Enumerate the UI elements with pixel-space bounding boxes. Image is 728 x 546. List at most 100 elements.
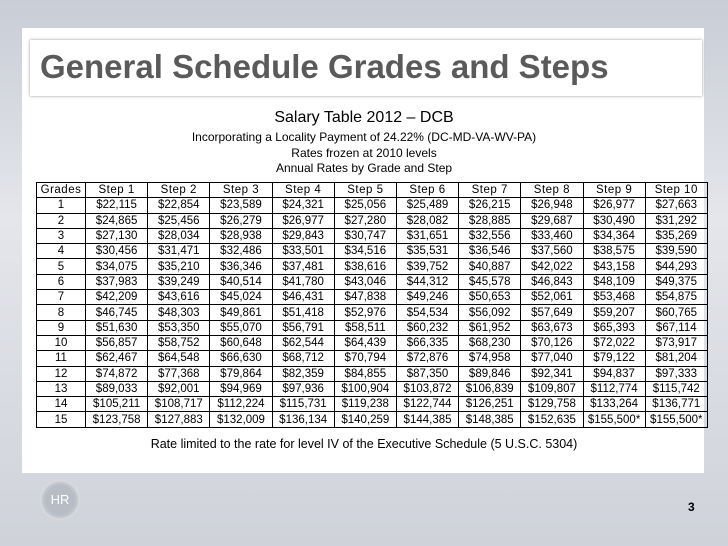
cell: $140,259 [333,411,397,428]
cell: $36,346 [209,258,273,275]
cell: $60,232 [395,319,460,336]
title: General Schedule Grades and Steps [40,48,609,85]
table-row: 10 $56,857 $58,752 $60,648 $62,544 $64,439 $66… [36,334,708,352]
logo: HR [40,480,80,520]
cell: $84,855 [333,365,397,382]
cell: $37,983 [84,273,149,291]
cell: $70,126 [520,334,584,352]
cell: $28,034 [147,227,211,245]
cell: Step 2 [147,181,211,199]
table-row: 12 $74,872 $77,368 $79,864 $82,359 $84,855 $87… [36,365,708,382]
cell: $46,843 [520,273,584,291]
cell: $105,211 [84,396,149,413]
cell: $70,794 [333,350,397,367]
cell: $46,431 [271,289,335,306]
cell: $65,393 [582,319,646,336]
cell: $35,210 [147,258,211,275]
cell: $148,385 [458,411,522,428]
cell: $28,885 [458,212,522,229]
cell: $136,134 [271,411,335,428]
cell: $89,846 [458,365,522,382]
table-row: 4 $30,456 $31,471 $32,486 $33,501 $34,516 $35,… [36,243,708,260]
table-row: 5 $34,075 $35,210 $36,346 $37,481 $38,616 $39,… [36,258,708,275]
cell: $66,630 [209,350,273,367]
cell: $43,158 [582,258,646,275]
cell: $56,092 [458,304,522,321]
cell: Step 6 [395,181,460,199]
cell: $74,958 [458,350,522,367]
cell: $79,864 [209,365,273,382]
cell: $39,752 [395,258,460,275]
cell: $49,246 [395,289,460,306]
cell: $45,024 [209,289,273,306]
cell: $37,560 [520,243,584,260]
cell: 14 [36,396,86,413]
cell: $60,648 [209,334,273,352]
cell: $66,335 [395,334,460,352]
cell: 4 [36,243,86,260]
cell: $40,514 [209,273,273,291]
cell: $42,209 [84,289,149,306]
cell: $68,230 [458,334,522,352]
cell: $72,876 [395,350,460,367]
cell: $68,712 [271,350,335,367]
cell: $119,238 [333,396,397,413]
cell: $79,122 [582,350,646,367]
cell: 15 [36,411,86,428]
cell: $32,556 [458,227,522,245]
cell: $47,838 [333,289,397,306]
cell: $72,022 [582,334,646,352]
cell: Step 9 [582,181,646,199]
cell: $55,070 [209,319,273,336]
cell: $41,780 [271,273,335,291]
cell: $34,364 [582,227,646,245]
cell: 7 [36,289,86,306]
cell: $82,359 [271,365,335,382]
cell: $34,075 [84,258,149,275]
cell: 5 [36,258,86,275]
cell: $34,516 [333,243,397,260]
cell: $58,511 [333,319,397,336]
cell: $106,839 [458,380,522,398]
cell: $30,490 [582,212,646,229]
cell: $29,843 [271,227,335,245]
cell: $129,758 [520,396,584,413]
cell: $64,439 [333,334,397,352]
cell: $136,771 [644,396,708,413]
cell: $25,056 [333,197,397,214]
cell: $25,456 [147,212,211,229]
cell: $56,857 [84,334,149,352]
footnote: Rate limited to the rate for level IV of… [150,437,578,451]
cell: $33,460 [520,227,584,245]
cell: 1 [36,197,86,214]
cell: $53,468 [582,289,646,306]
cell: $133,264 [582,396,646,413]
cell: $39,590 [644,243,708,260]
cell: $108,717 [147,396,211,413]
cell: $155,500* [644,411,708,428]
cell: $30,456 [84,243,149,260]
cell: $64,548 [147,350,211,367]
subtitle: Salary Table 2012 – DCB [274,109,454,126]
cell: $31,471 [147,243,211,260]
cell: $77,368 [147,365,211,382]
cell: $26,948 [520,197,584,214]
cell: $112,224 [209,396,273,413]
cell: $73,917 [644,334,708,352]
cell: $43,616 [147,289,211,306]
cell: $38,575 [582,243,646,260]
cell: $26,279 [209,212,273,229]
subtitle-line: Annual Rates by Grade and Step [275,161,453,175]
table-row: 14 $105,211 $108,717 $112,224 $115,731 $119,2… [36,396,708,413]
cell: $37,481 [271,258,335,275]
cell: $81,204 [644,350,708,367]
cell: $26,215 [458,197,522,214]
cell: $87,350 [395,365,460,382]
subtitle-line: Rates frozen at 2010 levels [291,146,437,160]
cell: $35,269 [644,227,708,245]
cell: $36,546 [458,243,522,260]
cell: $58,752 [147,334,211,352]
cell: $40,887 [458,258,522,275]
cell: $74,872 [84,365,149,382]
cell: $28,082 [395,212,460,229]
